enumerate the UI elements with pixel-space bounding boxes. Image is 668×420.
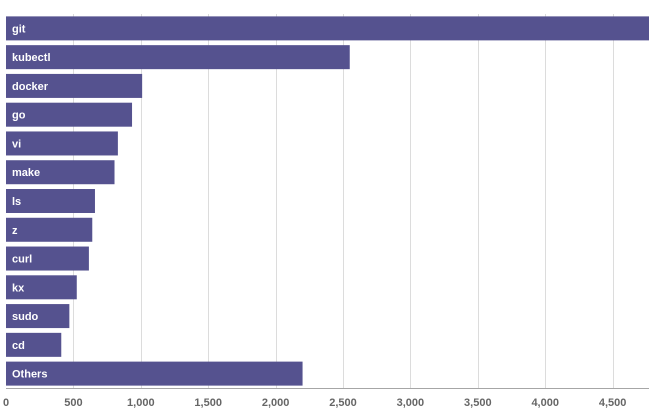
bar-make: [6, 160, 115, 185]
x-tick-label: 2,000: [262, 397, 290, 409]
bar-label: go: [12, 110, 26, 122]
x-tick-label: 4,500: [599, 397, 627, 409]
x-axis: 0 500 1,000 1,500 2,000 2,500 3,000 3,500 4,000 4…: [3, 388, 649, 409]
x-tick-label: 2,500: [329, 397, 357, 409]
bar-curl: [6, 246, 89, 271]
bar-sudo: [6, 304, 70, 329]
bar-label: ls: [12, 196, 21, 208]
grid-layer: [73, 14, 614, 388]
bar-label: kubectl: [12, 52, 51, 64]
bar-label: Others: [12, 369, 47, 381]
x-tick-label: 3,000: [397, 397, 425, 409]
bar-label: kx: [12, 282, 25, 294]
bar-git: [6, 16, 649, 41]
bar-others: [6, 361, 303, 386]
bar-label: make: [12, 167, 40, 179]
bar-vi: [6, 131, 118, 156]
bar-label: cd: [12, 340, 25, 352]
bar-label: sudo: [12, 311, 39, 323]
bar-layer: [6, 16, 649, 386]
bar-go: [6, 102, 133, 127]
bar-label: vi: [12, 138, 21, 150]
x-tick-label: 3,500: [464, 397, 492, 409]
x-tick-label: 1,500: [194, 397, 222, 409]
x-tick-label: 4,000: [531, 397, 559, 409]
bar-docker: [6, 73, 143, 98]
bar-ls: [6, 189, 95, 213]
bar-z: [6, 217, 93, 242]
bar-kubectl: [6, 45, 350, 70]
bar-label: curl: [12, 254, 32, 266]
x-tick-label: 1,000: [127, 397, 155, 409]
bar-label: git: [12, 23, 26, 35]
bar-label: docker: [12, 81, 49, 93]
bar-label-layer: git kubectl docker go vi make ls z curl kx sudo cd O…: [12, 23, 51, 380]
x-tick-label: 0: [3, 397, 9, 409]
bar-kx: [6, 275, 77, 300]
bar-cd: [6, 332, 62, 357]
bar-label: z: [12, 225, 18, 237]
x-tick-label: 500: [64, 397, 82, 409]
